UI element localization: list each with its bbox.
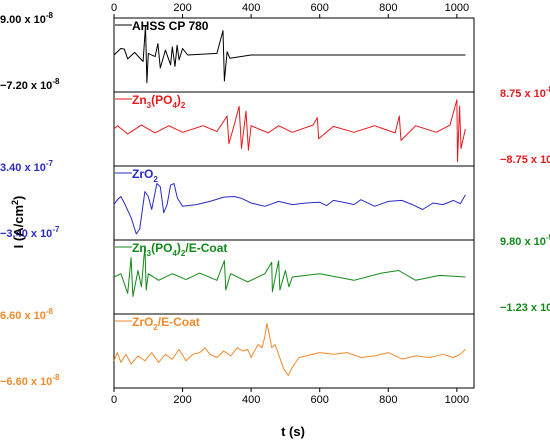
range-label-mantissa: −1.23 x 10	[500, 302, 550, 314]
series-label-part: Zn	[132, 93, 147, 107]
range-label-mantissa: 8.75 x 10	[500, 88, 546, 100]
series-lines	[113, 25, 466, 376]
series-label-part: 2	[153, 323, 158, 332]
panel-range-label: 3.40 x 10-7	[0, 159, 54, 174]
series-line	[113, 99, 466, 163]
panel-range-label: −1.23 x 10-9	[500, 299, 550, 314]
series-label-part: Zn	[132, 241, 147, 255]
x-tick-label-top: 400	[242, 2, 260, 14]
panel-range-label: −3.40 x 10-7	[0, 225, 60, 240]
panel-frames	[113, 17, 475, 389]
range-label-mantissa: 9.80 x 10	[500, 236, 546, 248]
y-axis-title-main: I (A/cm	[11, 205, 26, 248]
panel-frame	[113, 313, 475, 389]
x-tick-label-bottom: 600	[311, 394, 329, 406]
x-tick-label-bottom: 400	[242, 394, 260, 406]
y-axis-title-sup: 2	[10, 200, 20, 205]
range-label-mantissa: −3.40 x 10	[0, 228, 52, 240]
series-line	[113, 322, 466, 376]
x-tick-label-top: 600	[311, 2, 329, 14]
panel-range-labels: 9.00 x 10-8−7.20 x 10-88.75 x 10-8−8.75 …	[0, 11, 550, 388]
x-tick-label-bottom: 0	[111, 394, 117, 406]
range-label-exponent: -7	[46, 159, 54, 168]
series-labels: AHSS CP 780Zn3(PO4)2ZrO2Zn3(PO4)2/E-Coat…	[115, 19, 227, 332]
range-label-exponent: -8	[52, 77, 60, 86]
series-line	[113, 183, 466, 235]
y-axis-title: I (A/cm2)	[10, 196, 26, 249]
x-axis-top: 0 200 400 600 800 1000	[111, 2, 469, 18]
series-label-part: 2	[181, 249, 186, 258]
series-label-part: ZrO	[132, 167, 153, 181]
x-tick-label-top: 1000	[445, 2, 469, 14]
x-axis-bottom: 0 200 400 600 800 1000	[111, 388, 469, 406]
range-label-mantissa: −8.75 x 10	[500, 154, 550, 166]
x-tick-label-bottom: 1000	[445, 394, 469, 406]
panel-range-label: −6.60 x 10-8	[0, 373, 60, 388]
range-label-exponent: -8	[46, 11, 54, 20]
panel-range-label: 6.60 x 10-8	[0, 307, 54, 322]
series-label-part: 3	[147, 249, 152, 258]
series-line	[113, 25, 466, 84]
series-label-part: 2	[153, 175, 158, 184]
x-tick-label-top: 800	[379, 2, 397, 14]
panel-range-label: 9.00 x 10-8	[0, 11, 54, 26]
x-tick-label-top: 200	[173, 2, 191, 14]
y-axis-title-tail: )	[11, 196, 26, 200]
x-tick-label-bottom: 200	[173, 394, 191, 406]
panel-range-label: −8.75 x 10-8	[500, 151, 550, 166]
series-label-part: )	[177, 93, 181, 107]
range-label-mantissa: 9.00 x 10	[0, 14, 46, 26]
range-label-exponent: -8	[52, 373, 60, 382]
series-label-part: 3	[147, 101, 152, 110]
range-label-mantissa: −6.60 x 10	[0, 376, 52, 388]
series-label-part: )	[177, 241, 181, 255]
range-label-exponent: -8	[546, 85, 550, 94]
series-label-part: ZrO	[132, 315, 153, 329]
series-line	[113, 245, 466, 297]
range-label-mantissa: 3.40 x 10	[0, 162, 46, 174]
x-axis-title: t (s)	[281, 424, 305, 439]
range-label-exponent: -7	[52, 225, 60, 234]
series-label-part: 4	[172, 101, 177, 110]
series-label: Zn3(PO4)2/E-Coat	[132, 241, 227, 258]
series-label: Zn3(PO4)2	[132, 93, 186, 110]
panel-range-label: 9.80 x 10-9	[500, 233, 550, 248]
x-tick-label-bottom: 800	[379, 394, 397, 406]
range-label-exponent: -9	[546, 233, 550, 242]
series-label-part: /E-Coat	[185, 241, 227, 255]
series-label: ZrO2/E-Coat	[132, 315, 200, 332]
range-label-mantissa: −7.20 x 10	[0, 80, 52, 92]
x-tick-label-top: 0	[111, 2, 117, 14]
series-label-part: (PO	[151, 93, 172, 107]
range-label-mantissa: 6.60 x 10	[0, 310, 46, 322]
series-label-part: (PO	[151, 241, 172, 255]
series-label: AHSS CP 780	[132, 19, 209, 33]
series-label-part: 4	[172, 249, 177, 258]
panel-range-label: −7.20 x 10-8	[0, 77, 60, 92]
series-label: ZrO2	[132, 167, 158, 184]
panel-frame	[113, 165, 475, 241]
series-label-part: AHSS CP 780	[132, 19, 209, 33]
range-label-exponent: -8	[46, 307, 54, 316]
series-label-part: /E-Coat	[158, 315, 200, 329]
panel-range-label: 8.75 x 10-8	[500, 85, 550, 100]
series-label-part: 2	[181, 101, 186, 110]
